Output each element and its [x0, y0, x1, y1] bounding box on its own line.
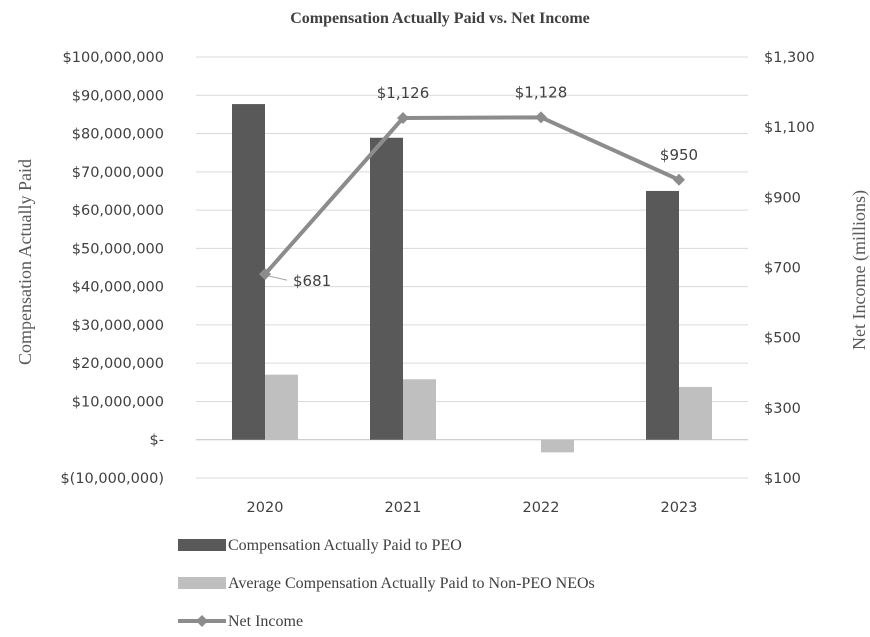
- y-tick-label: $90,000,000: [72, 88, 164, 104]
- data-label: $950: [660, 146, 698, 164]
- legend-swatch: [178, 539, 226, 551]
- legend-marker: [196, 615, 208, 627]
- net-income-marker: [397, 112, 409, 125]
- legend-label: Average Compensation Actually Paid to No…: [228, 575, 595, 592]
- chart-title: Compensation Actually Paid vs. Net Incom…: [290, 10, 590, 27]
- neo-bar: [541, 439, 574, 453]
- x-tick-label: 2020: [247, 500, 284, 516]
- data-label: $1,128: [515, 83, 568, 101]
- bars: [232, 104, 712, 453]
- y-tick-label: $20,000,000: [72, 356, 164, 372]
- x-tick-label: 2023: [661, 500, 698, 516]
- peo-bar: [370, 137, 403, 440]
- net-income-marker: [673, 173, 685, 186]
- y2-tick-label: $1,100: [764, 120, 815, 136]
- y-tick-label: $40,000,000: [72, 280, 164, 296]
- peo-bar: [646, 190, 679, 440]
- left-axis-ticks: $100,000,000 $90,000,000 $80,000,000 $70,00…: [60, 50, 164, 487]
- net-income-marker: [259, 268, 271, 281]
- data-label: $681: [293, 272, 331, 290]
- net-income-line: $681 $1,126 $1,128 $950: [259, 83, 698, 290]
- y-tick-label: $80,000,000: [72, 127, 164, 143]
- neo-bar: [265, 374, 298, 440]
- legend-label: Compensation Actually Paid to PEO: [228, 537, 462, 554]
- y-tick-label: $60,000,000: [72, 203, 164, 219]
- data-label: $1,126: [377, 84, 430, 102]
- y-tick-label: $50,000,000: [72, 241, 164, 257]
- right-axis-ticks: $1,300 $1,100 $900 $700 $500 $300 $100: [764, 50, 815, 487]
- y-tick-label: $(10,000,000): [60, 471, 164, 487]
- legend-swatch: [178, 577, 226, 589]
- y2-tick-label: $500: [764, 331, 801, 347]
- data-label-leader: [268, 275, 288, 281]
- y-tick-label: $70,000,000: [72, 165, 164, 181]
- y2-axis-title: Net Income (millions): [849, 190, 870, 350]
- neo-bar: [403, 379, 436, 440]
- x-tick-label: 2021: [385, 500, 422, 516]
- y2-tick-label: $300: [764, 401, 801, 417]
- x-axis-ticks: 2020 2021 2022 2023: [247, 500, 698, 516]
- y-tick-label: $100,000,000: [63, 50, 164, 66]
- neo-bar: [679, 386, 712, 440]
- y-tick-label: $10,000,000: [72, 394, 164, 410]
- x-tick-label: 2022: [523, 500, 560, 516]
- y-tick-label: $30,000,000: [72, 318, 164, 334]
- legend: Compensation Actually Paid to PEO Average…: [178, 537, 595, 630]
- y-tick-label: $-: [150, 433, 164, 449]
- legend-label: Net Income: [228, 613, 303, 630]
- y2-tick-label: $900: [764, 190, 801, 206]
- y2-tick-label: $700: [764, 261, 801, 277]
- y-axis-title: Compensation Actually Paid: [15, 159, 35, 365]
- peo-bar: [232, 104, 265, 440]
- net-income-polyline: [263, 115, 680, 276]
- net-income-marker: [535, 111, 547, 124]
- y2-tick-label: $100: [764, 471, 801, 487]
- y2-tick-label: $1,300: [764, 50, 815, 66]
